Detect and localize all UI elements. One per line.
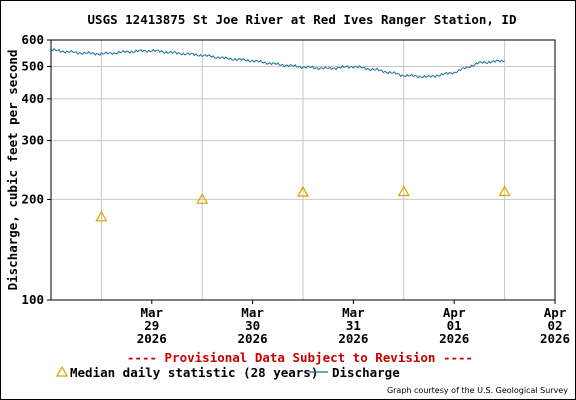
grid-layer xyxy=(47,39,556,304)
x-tick-label: 29 xyxy=(144,318,159,333)
legend-median-label: Median daily statistic (28 years) xyxy=(70,365,318,380)
x-tick-label: Mar xyxy=(141,305,164,320)
x-tick-label: 31 xyxy=(346,318,361,333)
median-point xyxy=(95,210,108,222)
x-tick-label: 02 xyxy=(547,318,562,333)
y-tick-label: 600 xyxy=(21,32,44,47)
discharge-line xyxy=(50,47,505,79)
x-tick-label: 2026 xyxy=(338,331,368,346)
x-tick-label: Mar xyxy=(342,305,365,320)
x-tick-label: 2026 xyxy=(540,331,570,346)
x-tick-labels: Mar292026Mar302026Mar312026Apr012026Apr0… xyxy=(137,305,570,346)
x-tick-label: 01 xyxy=(447,318,462,333)
y-tick-label: 400 xyxy=(21,91,44,106)
x-tick-label: Apr xyxy=(544,305,567,320)
legend-median-marker xyxy=(55,365,69,377)
y-axis-label: Discharge, cubic feet per second xyxy=(5,50,20,291)
provisional-notice: ---- Provisional Data Subject to Revisio… xyxy=(127,350,473,365)
y-tick-label: 500 xyxy=(21,58,44,73)
x-tick-label: 30 xyxy=(245,318,260,333)
x-tick-label: Apr xyxy=(443,305,466,320)
x-tick-label: 2026 xyxy=(238,331,268,346)
y-tick-label: 100 xyxy=(21,292,44,307)
courtesy-note: Graph courtesy of the U.S. Geological Su… xyxy=(387,386,568,395)
x-tick-label: 2026 xyxy=(137,331,167,346)
x-tick-label: Mar xyxy=(241,305,264,320)
median-point xyxy=(196,192,209,204)
chart-title: USGS 12413875 St Joe River at Red Ives R… xyxy=(88,12,517,27)
y-tick-label: 200 xyxy=(21,191,44,206)
y-tick-labels: 100 200 300 400 500 600 xyxy=(21,32,44,307)
legend-discharge-label: Discharge xyxy=(332,365,400,380)
median-point xyxy=(296,185,310,197)
x-tick-label: 2026 xyxy=(439,331,469,346)
plot-frame xyxy=(50,39,556,301)
series-layer xyxy=(50,47,511,222)
median-point xyxy=(397,185,410,197)
y-tick-label: 300 xyxy=(21,133,44,148)
median-point xyxy=(498,185,511,197)
